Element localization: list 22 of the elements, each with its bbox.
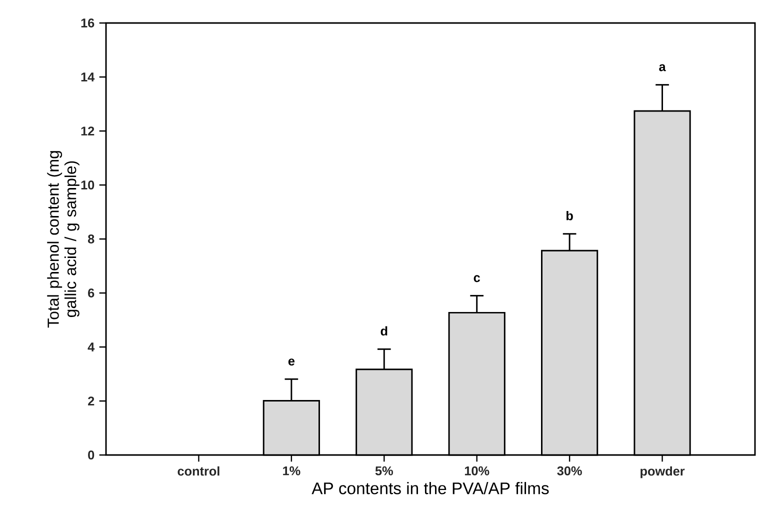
x-tick-label: 30% [557, 466, 582, 476]
annotation: d [380, 326, 388, 336]
y-tick-label: 2 [88, 396, 94, 406]
x-tick-label: 5% [375, 466, 393, 476]
annotation: b [566, 210, 573, 220]
x-tick-label: control [178, 466, 220, 476]
y-tick-label: 12 [81, 126, 94, 136]
annotation: e [288, 358, 295, 366]
y-axis-title: Total phenol content (mg gallic acid / g sample) [47, 151, 80, 328]
y-tick-label: 6 [88, 288, 94, 298]
y-tick-label: 14 [81, 72, 95, 82]
annotation: c [474, 275, 480, 282]
x-axis-title: AP contents in the PVA/AP films [312, 482, 549, 494]
y-tick-label: 4 [88, 342, 95, 352]
y-tick-label: 16 [81, 18, 94, 28]
y-tick-label: 10 [81, 180, 94, 190]
annotation: a [659, 64, 666, 72]
y-tick-label: 8 [88, 234, 94, 244]
y-tick-label: 0 [88, 450, 94, 460]
x-tick-label: 10% [464, 466, 490, 476]
x-tick-label: powder [640, 466, 685, 478]
x-tick-label: 1% [283, 466, 300, 476]
